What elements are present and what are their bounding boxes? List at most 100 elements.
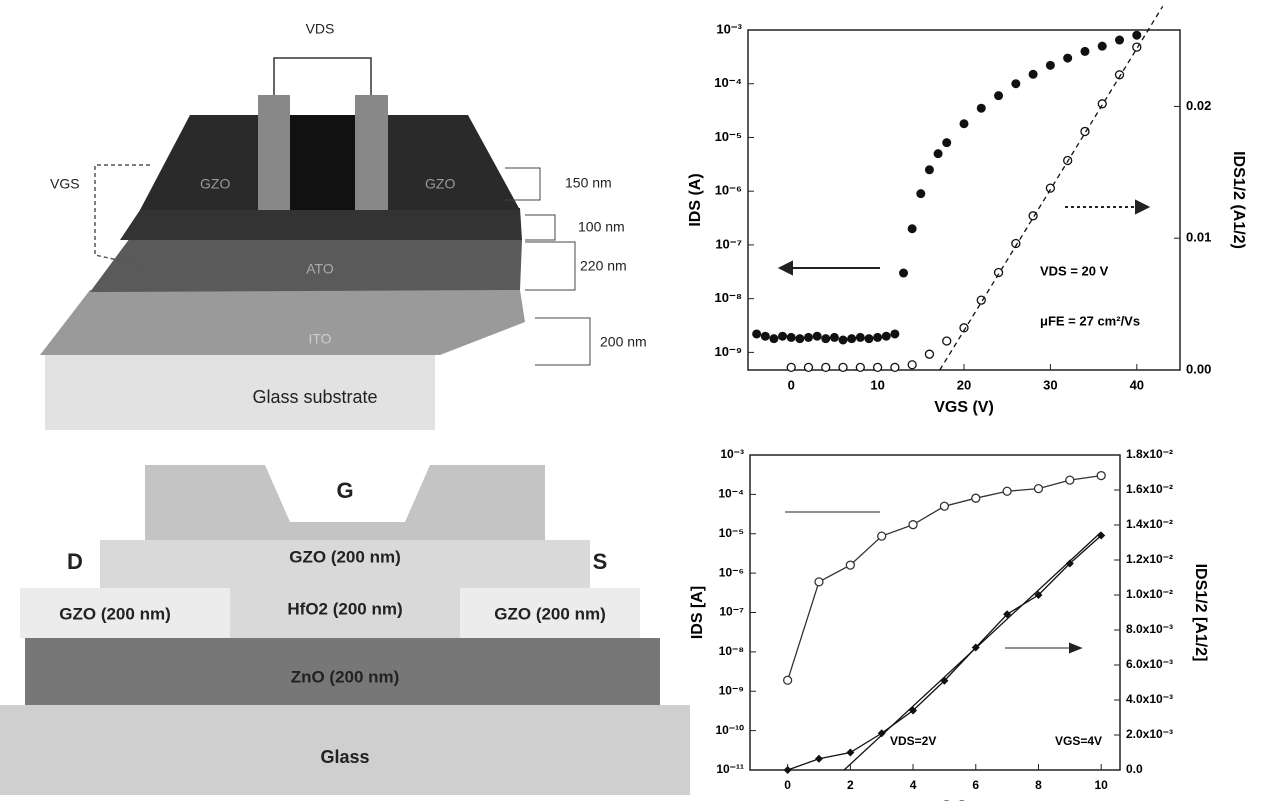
y-tick-label: 10⁻¹¹	[716, 762, 744, 776]
point	[1065, 475, 1075, 485]
label: GZO	[200, 176, 230, 192]
x-tick-label: 2	[847, 778, 854, 792]
y-tick-label: 10⁻³	[720, 447, 744, 461]
y2-tick-label: 1.0x10⁻²	[1126, 587, 1173, 601]
point	[821, 334, 831, 344]
y2-tick-label: 0.00	[1186, 361, 1211, 376]
series-line	[843, 531, 1102, 771]
y-tick-label: 10⁻⁵	[719, 526, 744, 540]
y-tick-label: 10⁻⁸	[719, 644, 744, 658]
y-tick-label: 10⁻⁷	[719, 605, 744, 619]
point	[1033, 483, 1044, 494]
y-tick-label: 10⁻⁹	[715, 344, 743, 359]
point	[890, 362, 900, 373]
y-axis-label: IDS (A)	[687, 173, 704, 226]
y2-tick-label: 8.0x10⁻³	[1126, 622, 1173, 636]
point	[855, 362, 865, 373]
device-bottom: G D S GZO (200 nm) GZO (200 nm) HfO2 (20…	[0, 465, 690, 795]
y2-tick-label: 4.0x10⁻³	[1126, 692, 1173, 706]
label: VDS	[306, 21, 335, 37]
point	[769, 334, 779, 344]
x-tick-label: 40	[1130, 377, 1144, 392]
point	[821, 362, 831, 373]
label: GZO (200 nm)	[494, 604, 605, 623]
point	[993, 267, 1004, 278]
point	[933, 149, 943, 159]
point	[1096, 470, 1106, 481]
y-axis-label: IDS [A]	[689, 586, 706, 639]
label: Glass substrate	[252, 387, 377, 407]
point	[877, 729, 886, 738]
x-tick-label: 10	[870, 377, 884, 392]
label: GZO	[425, 176, 455, 192]
arrows	[777, 199, 1151, 654]
y2-tick-label: 2.0x10⁻³	[1126, 727, 1173, 741]
point	[1002, 486, 1012, 496]
x-tick-label: 0	[788, 377, 795, 392]
point	[752, 329, 762, 339]
x-tick-label: 6	[972, 778, 979, 792]
point	[877, 531, 887, 541]
point	[899, 268, 909, 278]
label: Glass	[320, 747, 369, 767]
point	[1045, 183, 1056, 193]
point	[795, 334, 805, 344]
point	[907, 360, 917, 370]
x-tick-label: 4	[910, 778, 917, 792]
point	[1132, 30, 1142, 40]
y-tick-label: 10⁻⁸	[715, 290, 742, 305]
point	[976, 103, 986, 113]
zno-layer	[25, 638, 660, 705]
point	[890, 329, 900, 339]
point	[1011, 79, 1021, 89]
wire	[273, 57, 372, 95]
point	[1045, 60, 1055, 70]
point	[872, 362, 883, 373]
label: GZO (200 nm)	[59, 604, 170, 623]
point	[829, 332, 839, 342]
point	[1114, 70, 1125, 80]
device-top: VDS VGS GZO GZO 150 nm 100 nm 220 nm ATO…	[40, 21, 647, 430]
point	[1097, 41, 1107, 51]
label: GZO (200 nm)	[289, 547, 400, 566]
y-tick-label: 10⁻⁶	[719, 565, 744, 579]
series-line	[939, 5, 1164, 371]
plot-frame	[749, 454, 1121, 771]
channel	[290, 115, 355, 210]
y-tick-label: 10⁻⁴	[718, 487, 744, 501]
point	[1080, 46, 1090, 56]
point	[881, 331, 891, 341]
ito-layer	[40, 290, 525, 355]
label: ATO	[306, 261, 334, 277]
y-tick-label: 10⁻⁹	[719, 683, 744, 697]
point	[1063, 53, 1073, 63]
wire	[94, 164, 150, 266]
annotation: μFE = 27 cm²/Vs	[1040, 313, 1140, 328]
y-tick-label: 10⁻⁵	[715, 129, 742, 144]
label: 100 nm	[578, 219, 625, 235]
point	[939, 501, 950, 511]
point	[864, 334, 874, 344]
y-tick-label: 10⁻⁶	[715, 183, 742, 198]
point	[838, 362, 848, 373]
point	[1011, 238, 1021, 249]
point	[760, 331, 770, 341]
ato-layer	[90, 238, 522, 292]
point	[782, 675, 793, 685]
point	[959, 119, 969, 129]
point	[812, 331, 822, 341]
point	[786, 332, 796, 342]
y2-tick-label: 1.2x10⁻²	[1126, 552, 1173, 566]
point	[855, 332, 865, 342]
x-axis-label: VGS [V]	[905, 799, 965, 801]
x-tick-label: 0	[784, 778, 791, 792]
annotation: VDS=2V	[890, 734, 936, 748]
x-tick-label: 8	[1035, 778, 1042, 792]
label: S	[593, 549, 608, 574]
point	[994, 91, 1004, 101]
y2-tick-label: 6.0x10⁻³	[1126, 657, 1173, 671]
label: VGS	[50, 176, 80, 192]
point	[814, 577, 824, 587]
y-tick-label: 10⁻³	[716, 21, 742, 36]
